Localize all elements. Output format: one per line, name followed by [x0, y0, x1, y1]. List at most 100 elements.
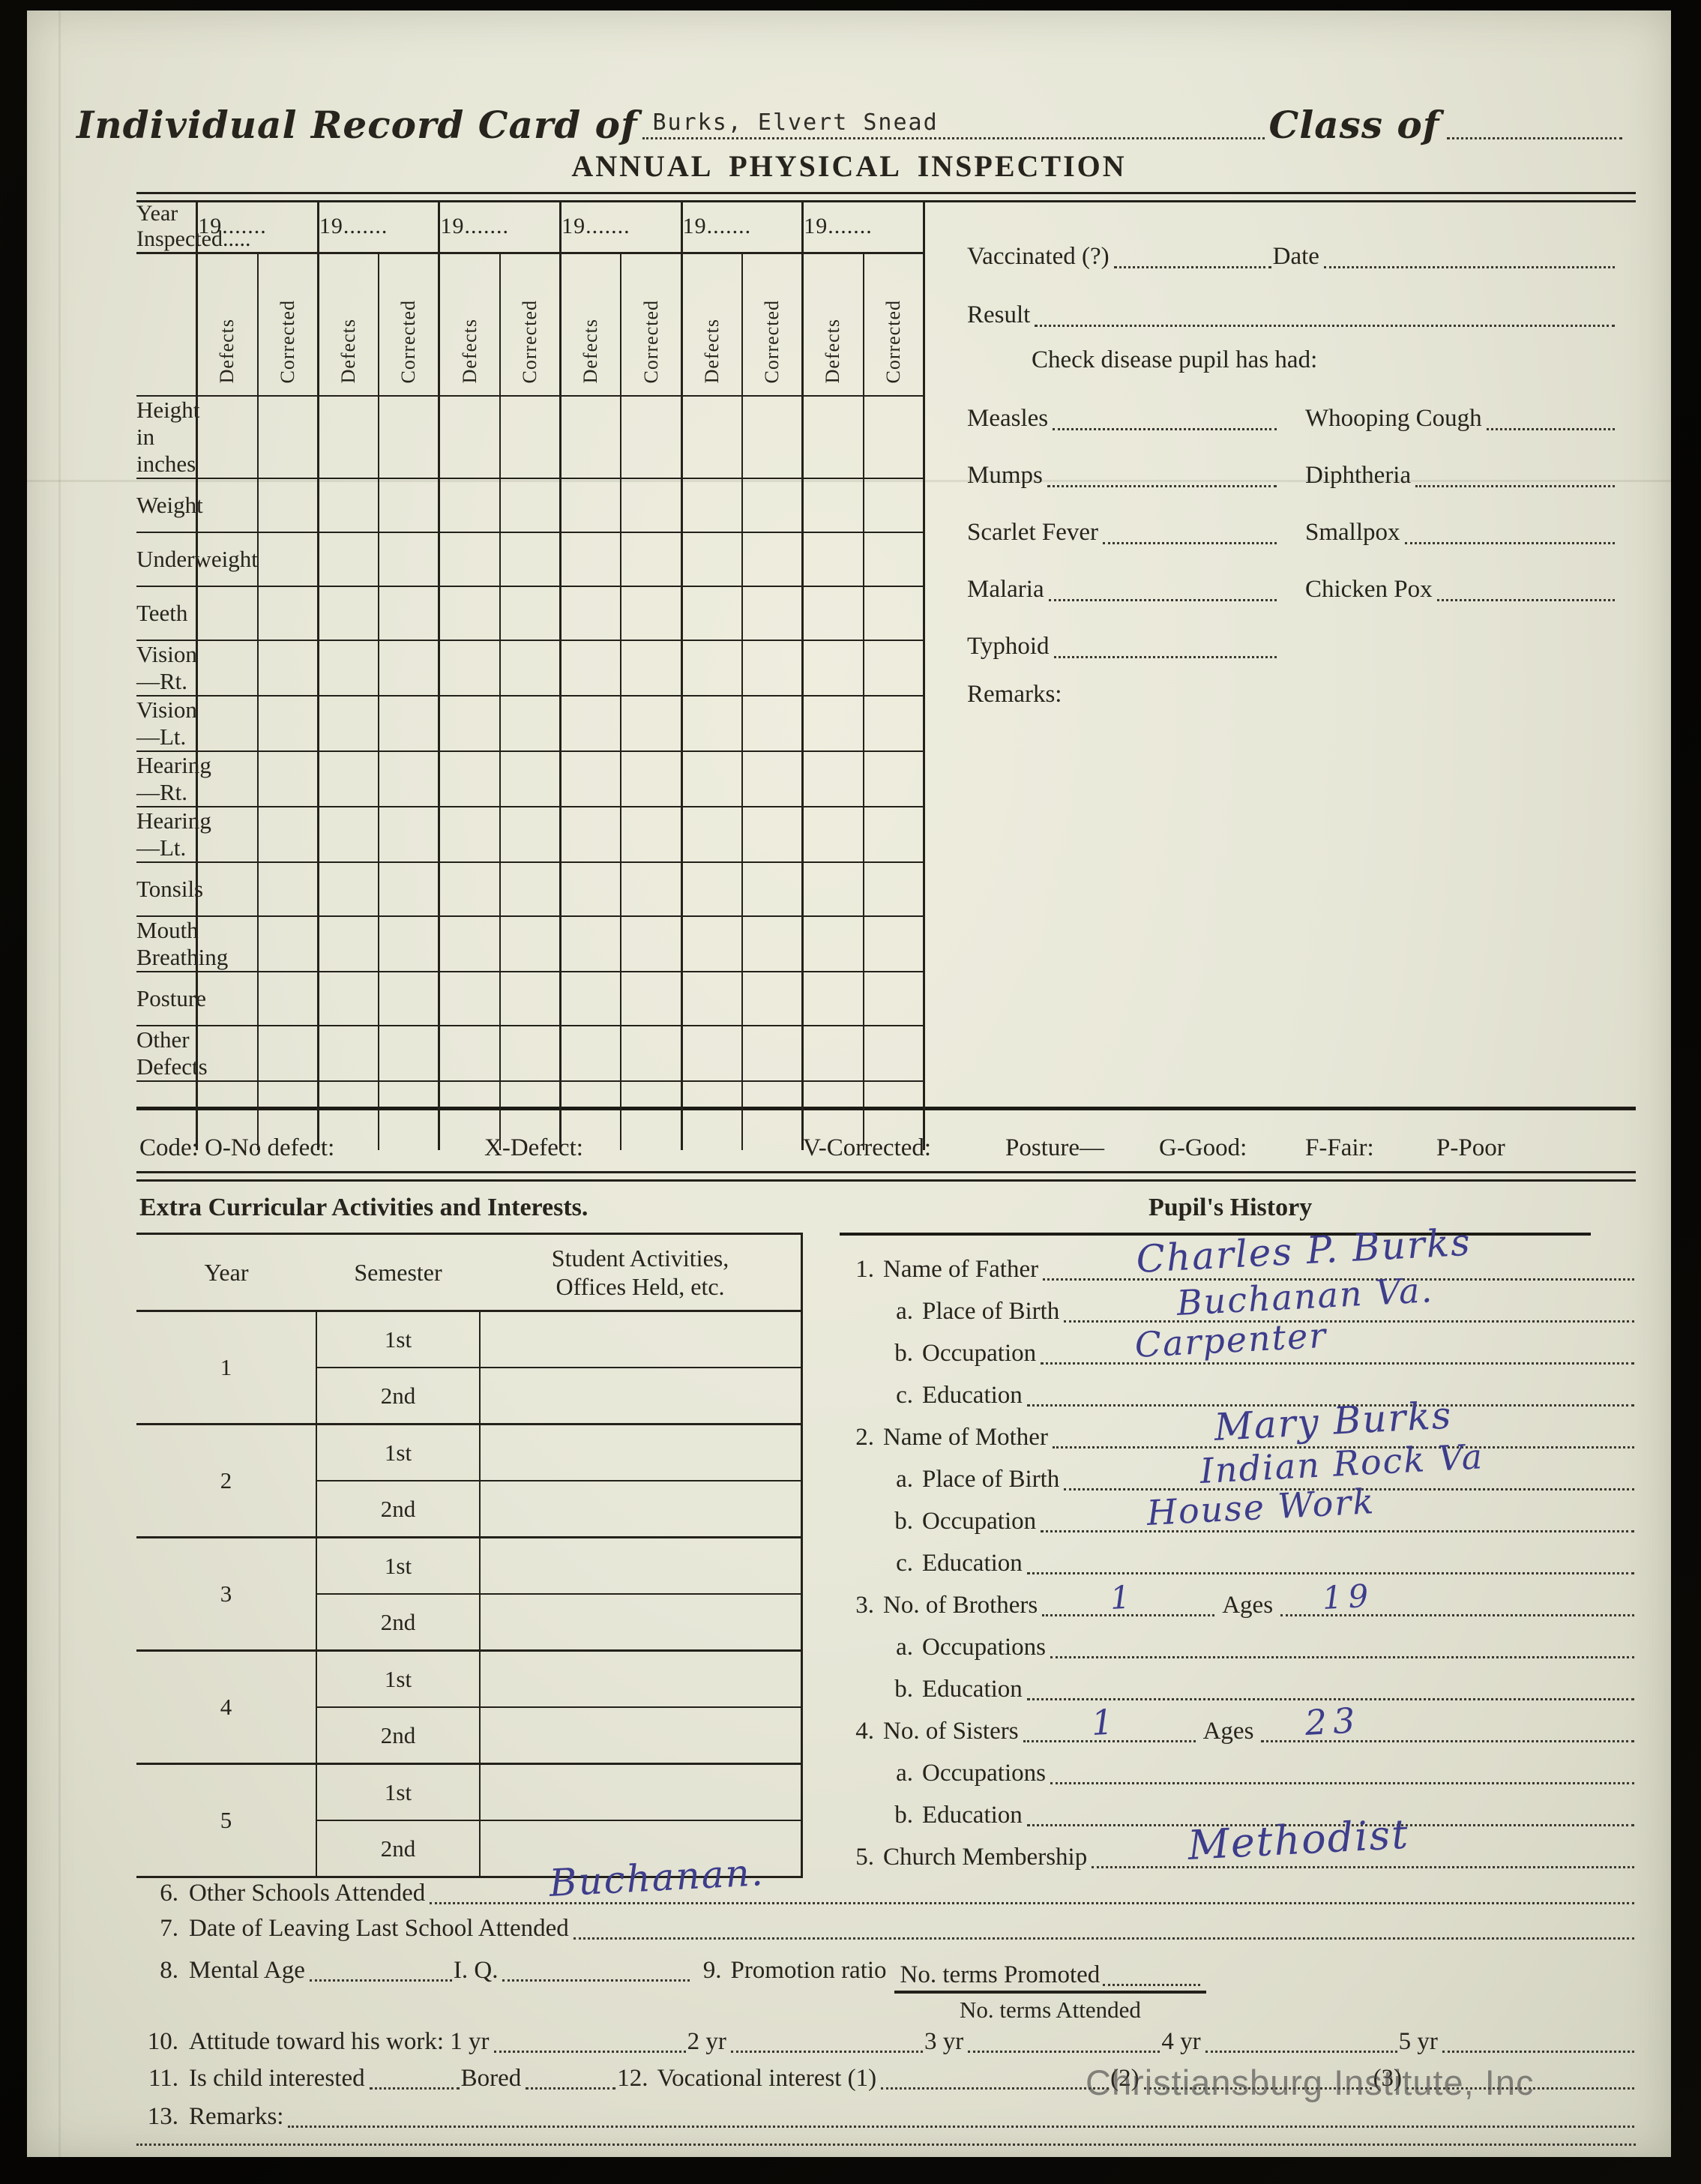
- disease-mumps-label: Mumps: [967, 462, 1043, 490]
- year-cell: 19.......: [316, 201, 439, 254]
- grid-cell: [559, 861, 621, 917]
- grid-cell: [862, 861, 924, 917]
- class-of-field: [1447, 107, 1622, 139]
- history-item-number: b.: [894, 1802, 913, 1829]
- grid-cell: [620, 532, 682, 587]
- history-item-number: 5.: [855, 1844, 874, 1871]
- grid-cell: [438, 532, 500, 587]
- history-item-field: Carpenter: [1041, 1315, 1634, 1365]
- grid-cell: [559, 1025, 621, 1082]
- history-item-label: Education: [922, 1802, 1023, 1829]
- history-item-field: 1: [1042, 1572, 1215, 1616]
- history-top-rule: [840, 1233, 1591, 1236]
- grid-cell: [741, 586, 803, 641]
- history-item-number: a.: [896, 1298, 913, 1325]
- grid-cell: [741, 532, 803, 587]
- grid-cell: [680, 586, 742, 641]
- history-item-label: Church Membership: [883, 1844, 1088, 1871]
- attitude-yr4-field: [1205, 2018, 1397, 2053]
- history-item: 4. No. of Sisters 1 Ages 23: [840, 1700, 1636, 1745]
- history-item: 3. No. of Brothers 1 Ages 19: [840, 1577, 1636, 1619]
- history-item-label: No. of Brothers: [883, 1592, 1038, 1619]
- code-good: G-Good:: [1159, 1134, 1247, 1161]
- ages-field: 23: [1261, 1698, 1634, 1743]
- grid-cell: [196, 586, 258, 641]
- date-label: Date: [1272, 243, 1319, 271]
- grid-cell: [741, 395, 803, 479]
- title-label: Individual Record Card of: [76, 103, 638, 147]
- year-number: 2: [136, 1424, 316, 1538]
- corrected-column-label: Corrected: [378, 253, 439, 397]
- history-item-field: [1026, 1656, 1634, 1700]
- grid-cell: [680, 971, 742, 1026]
- grid-cell: [256, 1080, 319, 1150]
- grid-cell: [801, 1080, 864, 1150]
- semester-label: 2nd: [316, 1707, 480, 1765]
- mental-age-line: 8. Mental Age I. Q. 9. Promotion ratio N…: [136, 1952, 1636, 2023]
- ages-label: Ages: [1222, 1592, 1274, 1619]
- student-name: Burks, Elvert Snead: [652, 109, 939, 136]
- title-row: Individual Record Card of Burks, Elvert …: [76, 75, 1625, 144]
- bored-field: [526, 2054, 616, 2090]
- disease-chicken-pox-field: [1436, 557, 1615, 601]
- grid-cell: [620, 395, 682, 479]
- inspection-row-label: Hearing—Rt.: [136, 750, 211, 807]
- corrected-column-label: Corrected: [620, 253, 682, 397]
- grid-cell: [620, 695, 682, 752]
- grid-cell: [316, 695, 379, 752]
- grid-cell: [378, 478, 439, 533]
- code-no-defect: Code: O-No defect:: [139, 1134, 335, 1161]
- grid-cell: [316, 1080, 379, 1150]
- disease-smallpox-field: [1404, 500, 1615, 544]
- filler-row: [136, 1080, 924, 1150]
- history-list: 1. Name of Father Charles P. Burks a. Place …: [840, 1221, 1636, 1871]
- grid-cell: [499, 971, 561, 1026]
- history-item: a. Occupations: [840, 1745, 1636, 1787]
- activities-column-header: Student Activities, Offices Held, etc.: [480, 1233, 802, 1312]
- disease-measles-label: Measles: [967, 405, 1049, 433]
- inspection-row-label: Vision—Lt.: [136, 695, 197, 752]
- grid-cell: [438, 1025, 500, 1082]
- inspection-row: Underweight: [136, 532, 924, 587]
- grid-cell: [741, 971, 803, 1026]
- disease-scarlet-fever-field: [1103, 500, 1277, 544]
- iq-field: [502, 1946, 690, 1982]
- grid-cell: [438, 695, 500, 752]
- attitude-yr2-field: [730, 2018, 923, 2053]
- vocational-interest-label: Vocational interest (1): [657, 2065, 877, 2092]
- item13-number: 13.: [147, 2103, 178, 2130]
- history-heading: Pupil's History: [1148, 1194, 1313, 1221]
- disease-diphtheria-field: [1415, 443, 1615, 487]
- terms-attended-label: No. terms Attended: [959, 1997, 1141, 2023]
- grid-cell: [438, 586, 500, 641]
- date-leaving-line: 7. Date of Leaving Last School Attended: [136, 1910, 1636, 1943]
- result-field: [1035, 280, 1615, 327]
- disease-row: Mumps Diphtheria: [967, 448, 1616, 490]
- grid-cell: [196, 915, 258, 972]
- history-item-number: c.: [896, 1382, 913, 1409]
- grid-cell: [256, 395, 319, 479]
- year-cell: 19.......: [196, 201, 319, 254]
- terms-promoted-label: No. terms Promoted: [900, 1961, 1101, 1988]
- ages-field: 19: [1280, 1572, 1634, 1616]
- watermark: Christiansburg Institute, Inc: [1086, 2063, 1535, 2102]
- year-cell: 19.......: [680, 201, 803, 254]
- grid-cell: [862, 695, 924, 752]
- semester-row: 2nd: [136, 1594, 802, 1652]
- grid-cell: [862, 395, 924, 479]
- semester-label: 2nd: [316, 1594, 480, 1652]
- date-leaving-label: Date of Leaving Last School Attended: [189, 1915, 569, 1942]
- grid-cell: [801, 532, 864, 587]
- history-item-field: 1: [1023, 1698, 1196, 1743]
- grid-cell: [316, 1025, 379, 1082]
- grid-cell: [256, 971, 319, 1026]
- grid-cell: [136, 253, 197, 397]
- history-item-field: [1026, 1362, 1634, 1407]
- activities-cell: [479, 1650, 802, 1708]
- grid-cell: [256, 695, 319, 752]
- paper-crease-vertical: [58, 10, 61, 2157]
- history-item-number: b.: [894, 1340, 913, 1367]
- check-disease-label: Check disease pupil has had:: [1032, 346, 1318, 373]
- item9-number: 9.: [702, 1957, 722, 1984]
- grid-cell: [256, 915, 319, 972]
